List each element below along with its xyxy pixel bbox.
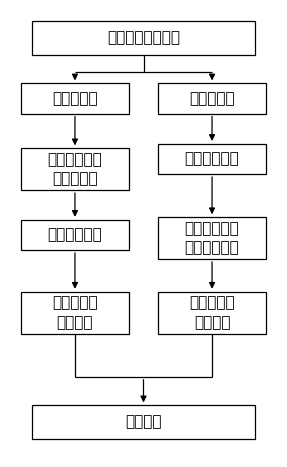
FancyBboxPatch shape <box>158 292 266 333</box>
FancyBboxPatch shape <box>21 149 129 190</box>
Text: 求梯度方向的
概率密度分布: 求梯度方向的 概率密度分布 <box>185 221 239 255</box>
Text: 偏振角模式: 偏振角模式 <box>52 91 98 106</box>
Text: 建立太阳方向
的优化方程: 建立太阳方向 的优化方程 <box>48 152 102 187</box>
Text: 太阳方位的
估计结果: 太阳方位的 估计结果 <box>189 295 235 330</box>
FancyBboxPatch shape <box>21 220 129 250</box>
FancyBboxPatch shape <box>32 405 255 439</box>
FancyBboxPatch shape <box>158 83 266 113</box>
Text: 偏振度模式: 偏振度模式 <box>189 91 235 106</box>
FancyBboxPatch shape <box>21 292 129 333</box>
Text: 太阳方位的
估计结果: 太阳方位的 估计结果 <box>52 295 98 330</box>
Text: 信息融合: 信息融合 <box>125 415 162 430</box>
Text: 大气偏振模式测量: 大气偏振模式测量 <box>107 30 180 45</box>
FancyBboxPatch shape <box>158 217 266 259</box>
Text: 计算特征向量: 计算特征向量 <box>48 227 102 242</box>
FancyBboxPatch shape <box>32 21 255 55</box>
FancyBboxPatch shape <box>21 83 129 113</box>
FancyBboxPatch shape <box>158 144 266 174</box>
Text: 平滑后求梯度: 平滑后求梯度 <box>185 151 239 167</box>
